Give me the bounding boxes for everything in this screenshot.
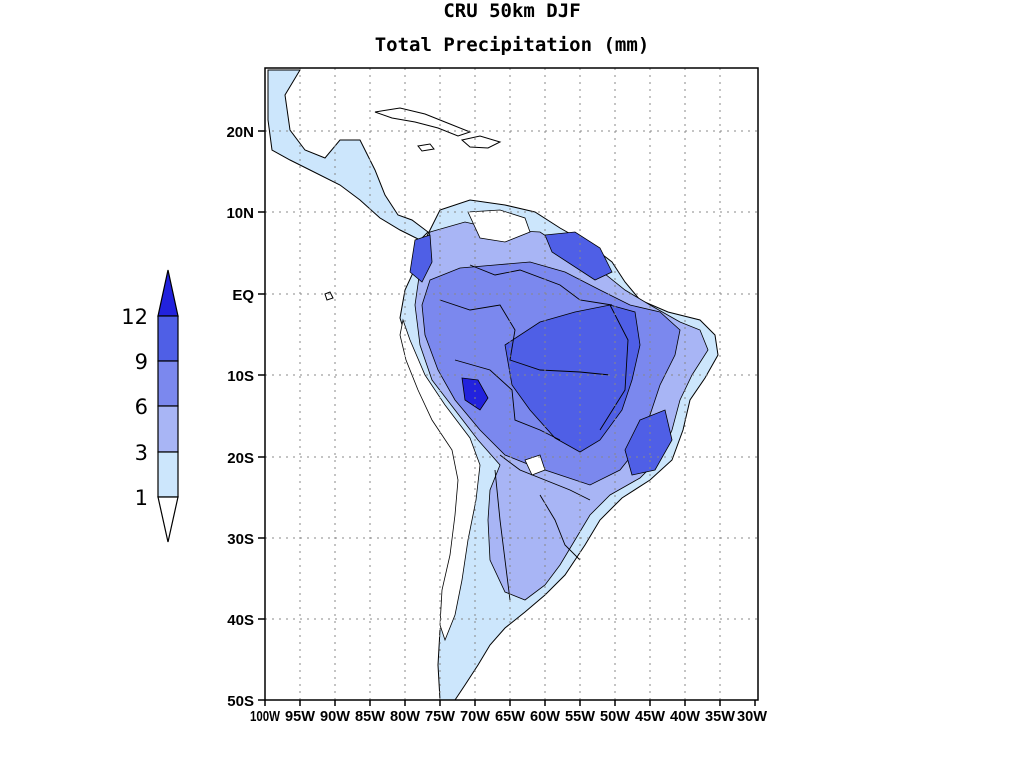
lat-label-30s: 30S [227,531,254,548]
precip-zone-9 [504,304,641,453]
land-cuba [374,107,472,137]
lon-label-70w: 70W [460,708,491,725]
lat-labels: 20N 10N EQ 10S 20S 30S 40S 50S [226,124,254,710]
dry-zone-chaco [524,454,546,476]
lon-label-40w: 40W [670,708,701,725]
colorbar-bottom-triangle [157,496,179,543]
lon-label-55w: 55W [565,708,596,725]
lon-label-85w: 85W [355,708,386,725]
map-frame [264,67,759,701]
precip-zone-12 [461,377,489,411]
precip-zone-9-north [544,231,613,281]
lon-label-45w: 45W [635,708,666,725]
lon-label-65w: 65W [495,708,526,725]
map-title: CRU 50km DJF [443,0,581,22]
lon-label-95w: 95W [285,708,316,725]
lon-label-50w: 50W [600,708,631,725]
lat-label-50s: 50S [227,693,254,710]
colorbar: 12 9 6 3 1 [121,269,179,543]
dry-zone-coast [399,318,481,642]
land-hispaniola [460,135,502,149]
land-galapagos [324,291,334,301]
lon-label-80w: 80W [390,708,421,725]
map-subtitle: Total Precipitation (mm) [374,34,650,56]
lon-label-60w: 60W [530,708,561,725]
lat-label-40s: 40S [227,612,254,629]
lat-label-20s: 20S [227,450,254,467]
dry-zone-venezuela [467,209,531,243]
land-jamaica [417,143,435,152]
colorbar-band-9-12 [157,315,179,362]
lon-labels: 100W 95W 90W 85W 80W 75W 70W 65W 60W 55W… [250,708,768,725]
lat-label-10s: 10S [227,368,254,385]
colorbar-band-3-6 [157,405,179,453]
colorbar-top-triangle [157,269,179,317]
lon-label-75w: 75W [425,708,456,725]
lon-label-35w: 35W [705,708,736,725]
lat-label-eq: EQ [232,287,254,304]
colorbar-band-1-3 [157,451,179,498]
lon-label-100w: 100W [250,708,281,725]
colorbar-label-1: 1 [135,486,148,510]
precip-zone-9-east [624,409,673,476]
colorbar-label-6: 6 [135,395,148,419]
country-borders [439,264,629,601]
lat-label-20n: 20N [226,124,254,141]
colorbar-label-12: 12 [121,305,148,329]
land-central-america [267,69,429,241]
colorbar-band-6-9 [157,360,179,407]
colorbar-label-9: 9 [135,350,148,374]
colorbar-label-3: 3 [135,441,148,465]
lon-label-90w: 90W [320,708,351,725]
lon-label-30w: 30W [737,708,768,725]
tick-marks [258,130,756,706]
graticule [265,68,758,700]
map-area [265,68,758,700]
precip-zone-9-colombia [409,234,433,283]
lat-label-10n: 10N [226,205,254,222]
